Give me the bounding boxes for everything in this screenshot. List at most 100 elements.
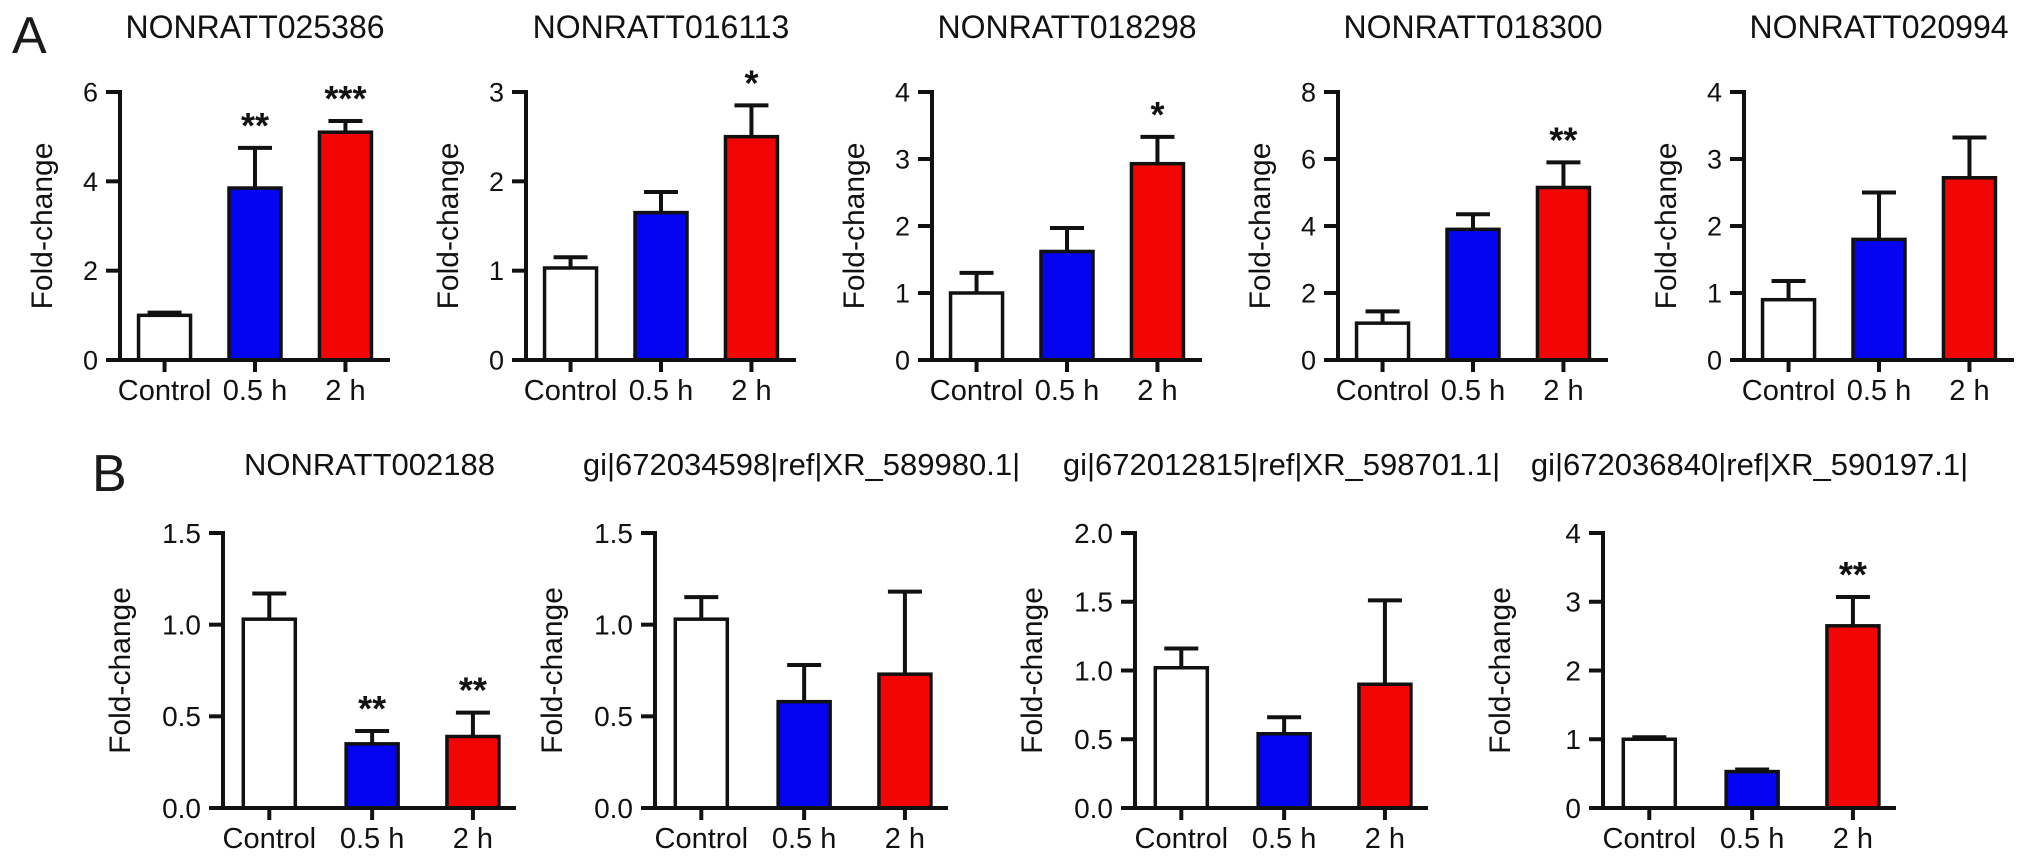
chart-panel-b-4: gi|672036840|ref|XR_590197.1| Fold-change… <box>1484 447 1968 855</box>
y-tick-label: 0.0 <box>594 793 633 824</box>
y-tick-label: 1 <box>895 278 910 308</box>
y-tick-label: 1 <box>489 256 504 286</box>
bar-2h <box>723 134 780 362</box>
x-category-label: 0.5 h <box>1252 823 1317 855</box>
x-category-label: 0.5 h <box>1847 375 1912 407</box>
bar-control <box>1153 666 1210 810</box>
chart-panel-a-2: NONRATT016113 Fold-change Control 0.5 h * 2 h… <box>432 9 796 407</box>
y-tick-label: 2 <box>1301 278 1316 308</box>
chart-title: NONRATT018298 <box>937 9 1196 45</box>
y-axis-label: Fold-change <box>104 587 137 754</box>
y-tick-label: 1.5 <box>594 518 633 549</box>
y-tick-label: 2 <box>1707 211 1722 241</box>
y-tick-label: 0.5 <box>594 701 633 732</box>
x-category-label: Control <box>1742 375 1836 407</box>
y-tick-label: 2 <box>489 167 504 197</box>
chart-title: NONRATT025386 <box>125 9 384 45</box>
x-category-label: 2 h <box>1543 375 1583 407</box>
y-tick-label: 4 <box>83 167 98 197</box>
significance-marker: ** <box>241 105 269 146</box>
y-tick-label: 4 <box>1301 211 1316 241</box>
y-tick-label: 2 <box>895 211 910 241</box>
chart-title: gi|672012815|ref|XR_598701.1| <box>1063 447 1500 482</box>
y-axis-label: Fold-change <box>1244 143 1277 310</box>
y-tick-label: 2 <box>83 256 98 286</box>
y-tick-label: 0.0 <box>1074 793 1113 824</box>
x-category-label: 2 h <box>1833 823 1873 855</box>
x-category-label: Control <box>930 375 1024 407</box>
y-tick-label: 1.0 <box>1074 655 1113 686</box>
y-tick-label: 3 <box>895 144 910 174</box>
y-axis-label: Fold-change <box>432 143 465 310</box>
y-tick-label: 0 <box>895 345 910 375</box>
bar-control <box>673 617 730 810</box>
chart-panel-b-1: NONRATT002188 Fold-change Control ** 0.5 h **… <box>104 447 516 855</box>
bar-2h <box>445 734 501 810</box>
x-category-label: Control <box>1135 823 1229 855</box>
chart-panel-a-3: NONRATT018298 Fold-change Control 0.5 h * 2 h… <box>838 9 1202 407</box>
x-category-label: 2 h <box>1949 375 1989 407</box>
bar-05h <box>776 699 832 810</box>
x-category-label: 0.5 h <box>223 375 288 407</box>
y-tick-label: 1.0 <box>594 609 633 640</box>
bar-05h <box>1445 227 1501 362</box>
y-tick-label: 1 <box>1707 278 1722 308</box>
y-tick-label: 6 <box>83 77 98 107</box>
chart-panel-b-2: gi|672034598|ref|XR_589980.1| Fold-change… <box>536 447 1020 855</box>
significance-marker: *** <box>324 78 366 119</box>
y-tick-label: 0.5 <box>1074 724 1113 755</box>
chart-panel-b-3: gi|672012815|ref|XR_598701.1| Fold-change… <box>1016 447 1500 855</box>
y-tick-label: 0 <box>1301 345 1316 375</box>
panel-a-charts: NONRATT025386 Fold-change Control ** 0.5 h **… <box>0 0 2032 432</box>
y-tick-label: 3 <box>1707 144 1722 174</box>
x-category-label: 0.5 h <box>1441 375 1506 407</box>
bar-05h <box>633 210 689 362</box>
chart-title: gi|672036840|ref|XR_590197.1| <box>1531 447 1968 482</box>
bar-control <box>542 266 599 362</box>
bar-control <box>1621 737 1678 810</box>
y-tick-label: 1 <box>1565 724 1581 755</box>
x-category-label: 0.5 h <box>772 823 837 855</box>
bar-05h <box>1039 249 1095 362</box>
x-category-label: 0.5 h <box>340 823 405 855</box>
y-axis-label: Fold-change <box>536 587 569 754</box>
y-tick-label: 8 <box>1301 77 1316 107</box>
bar-05h <box>227 186 283 362</box>
significance-marker: ** <box>1839 554 1867 595</box>
bar-05h <box>1851 237 1907 362</box>
y-tick-label: 6 <box>1301 144 1316 174</box>
significance-marker: ** <box>1549 119 1577 160</box>
x-category-label: 0.5 h <box>1720 823 1785 855</box>
y-tick-label: 4 <box>895 77 910 107</box>
significance-marker: ** <box>459 670 487 711</box>
x-category-label: Control <box>524 375 618 407</box>
y-tick-label: 2.0 <box>1074 518 1113 549</box>
x-category-label: 2 h <box>453 823 493 855</box>
y-tick-label: 0 <box>83 345 98 375</box>
bar-2h <box>1129 161 1186 362</box>
y-tick-label: 4 <box>1565 518 1581 549</box>
y-tick-label: 0.0 <box>162 793 201 824</box>
bar-05h <box>344 742 400 810</box>
x-category-label: Control <box>223 823 317 855</box>
chart-panel-a-5: NONRATT020994 Fold-change Control 0.5 h 2 h 0… <box>1650 9 2014 407</box>
bar-control <box>241 617 298 810</box>
y-tick-label: 0 <box>1707 345 1722 375</box>
bar-2h <box>1357 682 1413 810</box>
x-category-label: Control <box>655 823 749 855</box>
chart-title: gi|672034598|ref|XR_589980.1| <box>583 447 1020 482</box>
y-tick-label: 1.0 <box>162 609 201 640</box>
x-category-label: Control <box>1336 375 1430 407</box>
y-tick-label: 1.5 <box>162 518 201 549</box>
y-axis-label: Fold-change <box>838 143 871 310</box>
chart-title: NONRATT002188 <box>244 447 495 482</box>
chart-title: NONRATT018300 <box>1343 9 1602 45</box>
chart-panel-a-1: NONRATT025386 Fold-change Control ** 0.5 h **… <box>26 9 390 407</box>
y-axis-label: Fold-change <box>1650 143 1683 310</box>
panel-b-label: B <box>92 445 127 503</box>
x-category-label: 2 h <box>325 375 365 407</box>
x-category-label: 0.5 h <box>629 375 694 407</box>
y-tick-label: 1.5 <box>1074 587 1113 618</box>
chart-title: NONRATT016113 <box>533 9 790 45</box>
